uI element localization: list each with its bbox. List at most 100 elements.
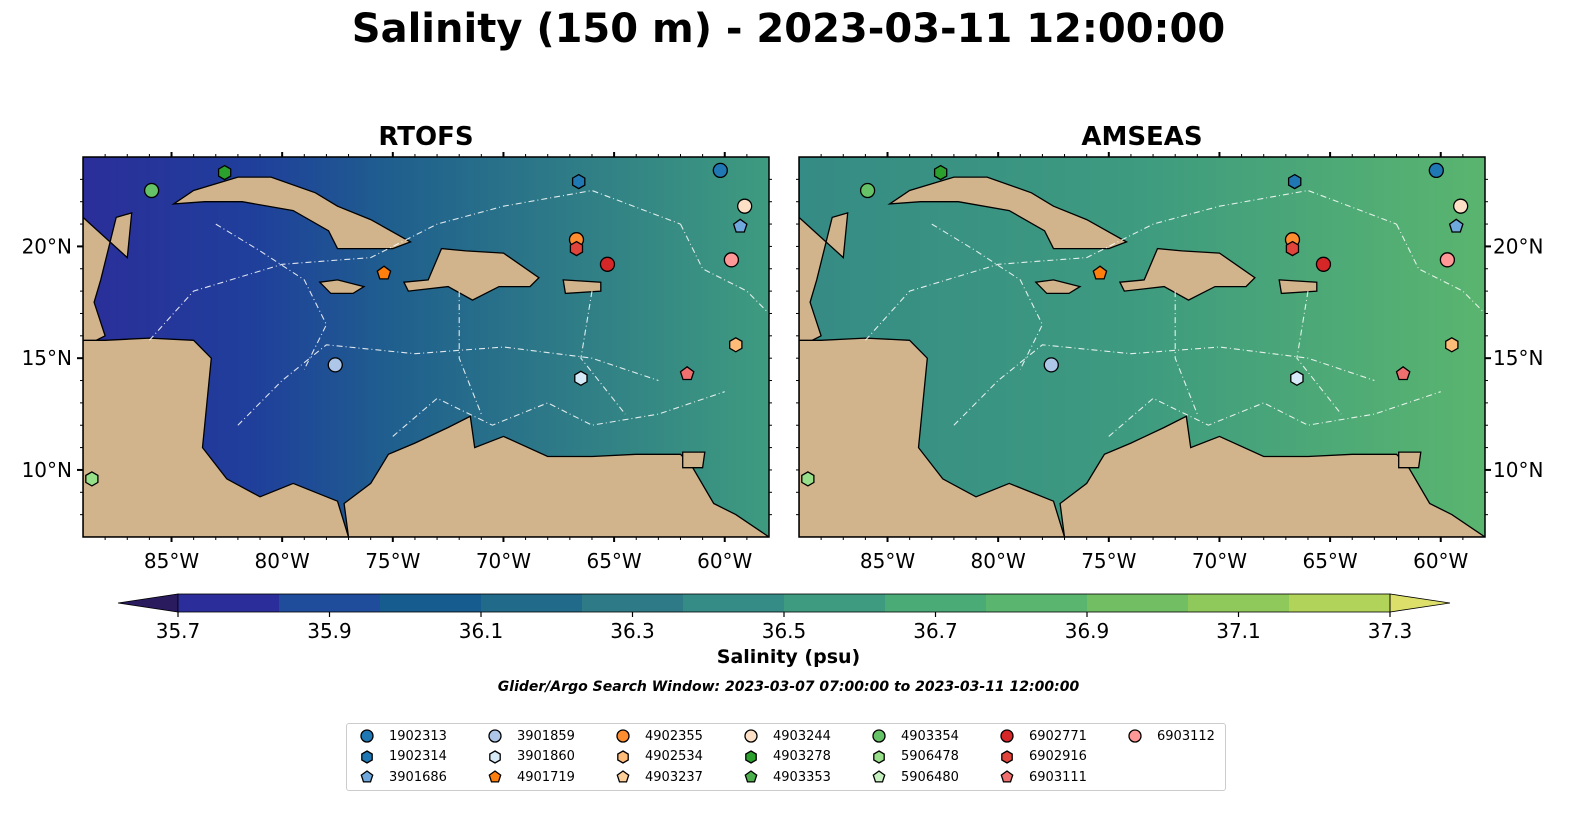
legend-label: 3901686 bbox=[389, 769, 447, 785]
lat-tick-label-right: 10°N bbox=[1493, 458, 1543, 482]
legend-item-4902355: 4902355 bbox=[613, 727, 703, 745]
float-marker-3901859 bbox=[327, 357, 343, 373]
hexagon-marker-icon bbox=[873, 749, 885, 764]
colorbar-tick-label: 35.9 bbox=[307, 619, 352, 640]
hexagon-marker-icon bbox=[489, 749, 501, 764]
legend-item-4901719: 4901719 bbox=[485, 768, 575, 786]
map-figure: 85°W 80°W 75°W 70°W 65°W 60°W 85°W 80°W 75°W 70°W… bbox=[22, 152, 1543, 640]
legend-item-6903111: 6903111 bbox=[997, 768, 1087, 786]
panel-title-rtofs: RTOFS bbox=[378, 122, 474, 152]
float-marker-6903112 bbox=[1439, 252, 1456, 268]
lon-tick-label: 70°W bbox=[1192, 549, 1247, 573]
legend-item-4903244: 4903244 bbox=[741, 727, 831, 745]
circle-marker-icon bbox=[360, 729, 374, 743]
float-marker-1902313 bbox=[1428, 162, 1444, 179]
float-marker-5906478 bbox=[85, 471, 99, 487]
float-marker-1902313 bbox=[712, 162, 728, 179]
legend-item-5906480: 5906480 bbox=[869, 768, 959, 786]
float-marker-3901860 bbox=[1290, 370, 1304, 387]
legend-item-6903112: 6903112 bbox=[1125, 727, 1215, 745]
axis-ticks: 85°W 80°W 75°W 70°W 65°W 60°W 85°W 80°W 75°W 70°W… bbox=[22, 152, 1543, 573]
legend-label: 1902313 bbox=[389, 728, 447, 744]
float-marker-4903244 bbox=[1453, 198, 1469, 214]
colorbar-segment bbox=[380, 594, 482, 612]
colorbar-segment bbox=[683, 594, 785, 612]
lat-tick-label-right: 15°N bbox=[1493, 346, 1543, 370]
circle-marker-icon bbox=[616, 729, 630, 743]
float-marker-3901686 bbox=[732, 218, 748, 233]
float-marker-6903111 bbox=[1395, 365, 1411, 381]
float-marker-3901860 bbox=[574, 370, 588, 387]
search-window-text: Glider/Argo Search Window: 2023-03-07 07… bbox=[497, 679, 1080, 695]
lon-tick-label: 75°W bbox=[1081, 549, 1136, 573]
float-marker-6902771 bbox=[1315, 256, 1332, 272]
float-marker-3901859 bbox=[1043, 357, 1059, 373]
legend-label: 4902534 bbox=[645, 749, 703, 764]
legend-item-4903353: 4903353 bbox=[741, 768, 831, 786]
float-marker-3901686 bbox=[1448, 218, 1464, 233]
float-marker-4901719 bbox=[1092, 265, 1108, 280]
legend-item-6902916: 6902916 bbox=[997, 748, 1087, 766]
pentagon-marker-icon bbox=[872, 770, 886, 783]
map-panel-rtofs bbox=[83, 157, 769, 537]
float-marker-4903278 bbox=[217, 164, 232, 181]
legend-label: 6902916 bbox=[1029, 749, 1087, 764]
legend: 1902313 1902314 3901686 3901859 3901860 49017… bbox=[346, 723, 1226, 791]
panel-frame bbox=[798, 156, 1486, 538]
hexagon-marker-icon bbox=[361, 749, 373, 764]
pentagon-marker-icon bbox=[744, 770, 758, 783]
legend-item-4903237: 4903237 bbox=[613, 768, 703, 786]
panel-frame bbox=[82, 156, 770, 538]
pentagon-marker-icon bbox=[360, 770, 374, 783]
circle-marker-icon bbox=[1128, 729, 1142, 743]
legend-item-6902771: 6902771 bbox=[997, 727, 1087, 745]
float-marker-1902314 bbox=[571, 173, 586, 190]
eez-boundaries bbox=[864, 189, 1485, 437]
colorbar-segment bbox=[885, 594, 987, 612]
colorbar-segment bbox=[986, 594, 1088, 612]
float-marker-4903354 bbox=[859, 182, 876, 199]
float-marker-1902314 bbox=[1287, 173, 1302, 190]
colorbar: 35.7 35.9 36.1 36.3 36.5 36.7 36.9 37.1 37.3 bbox=[117, 593, 1451, 640]
legend-label: 4903244 bbox=[773, 728, 831, 744]
land-layer bbox=[799, 157, 1485, 537]
colorbar-segment bbox=[582, 594, 684, 612]
legend-label: 6903112 bbox=[1157, 728, 1215, 744]
lon-tick-label: 60°W bbox=[1413, 549, 1468, 573]
legend-label: 4902355 bbox=[645, 728, 703, 744]
pentagon-marker-icon bbox=[1000, 770, 1014, 783]
lon-tick-label: 85°W bbox=[144, 549, 199, 573]
legend-label: 6903111 bbox=[1029, 769, 1087, 785]
float-marker-4902534 bbox=[729, 337, 743, 353]
eez-boundaries bbox=[148, 189, 769, 437]
float-marker-4903354 bbox=[143, 182, 160, 199]
colorbar-segment bbox=[1289, 594, 1391, 612]
lon-tick-label: 60°W bbox=[697, 549, 752, 573]
lat-tick-label-left: 15°N bbox=[22, 346, 72, 370]
lon-tick-label: 75°W bbox=[365, 549, 420, 573]
float-marker-6902771 bbox=[599, 256, 616, 272]
colorbar-tick-label: 36.9 bbox=[1065, 619, 1110, 640]
float-marker-6902916 bbox=[1285, 240, 1300, 257]
float-markers bbox=[85, 162, 753, 487]
pentagon-marker-icon bbox=[488, 770, 502, 783]
colorbar-tick-label: 37.1 bbox=[1216, 619, 1261, 640]
float-marker-4901719 bbox=[376, 265, 392, 280]
legend-label: 3901860 bbox=[517, 749, 575, 764]
colorbar-extend-low bbox=[117, 593, 179, 613]
lat-tick-label-right: 20°N bbox=[1493, 234, 1543, 258]
legend-item-4903278: 4903278 bbox=[741, 748, 831, 766]
hexagon-marker-icon bbox=[1001, 749, 1013, 764]
colorbar-tick-label: 36.3 bbox=[610, 619, 655, 640]
colorbar-segment bbox=[178, 594, 280, 612]
legend-item-3901859: 3901859 bbox=[485, 727, 575, 745]
colorbar-tick-label: 36.5 bbox=[762, 619, 807, 640]
float-marker-4902534 bbox=[1445, 337, 1459, 353]
float-marker-5906478 bbox=[801, 471, 815, 487]
colorbar-segment bbox=[784, 594, 886, 612]
pentagon-marker-icon bbox=[616, 770, 630, 783]
legend-label: 4903354 bbox=[901, 728, 959, 744]
legend-item-1902313: 1902313 bbox=[357, 727, 447, 745]
map-panel-amseas bbox=[799, 157, 1485, 537]
legend-label: 3901859 bbox=[517, 728, 575, 744]
